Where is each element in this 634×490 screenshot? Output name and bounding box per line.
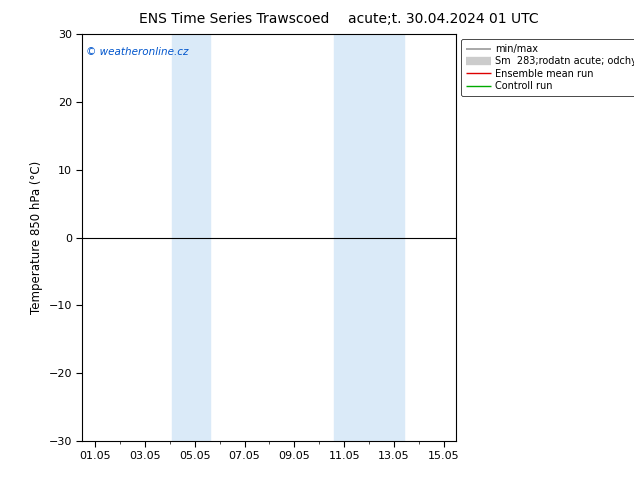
Y-axis label: Temperature 850 hPa (°C): Temperature 850 hPa (°C) [30, 161, 43, 314]
Text: © weatheronline.cz: © weatheronline.cz [86, 47, 189, 56]
Bar [184, 34, 210, 441]
Bar [347, 34, 404, 441]
Text: ENS Time Series Trawscoed: ENS Time Series Trawscoed [139, 12, 330, 26]
Bar [334, 34, 347, 441]
Bar [172, 34, 184, 441]
Text: acute;t. 30.04.2024 01 UTC: acute;t. 30.04.2024 01 UTC [349, 12, 539, 26]
Legend: min/max, Sm  283;rodatn acute; odchylka, Ensemble mean run, Controll run: min/max, Sm 283;rodatn acute; odchylka, … [462, 39, 634, 96]
